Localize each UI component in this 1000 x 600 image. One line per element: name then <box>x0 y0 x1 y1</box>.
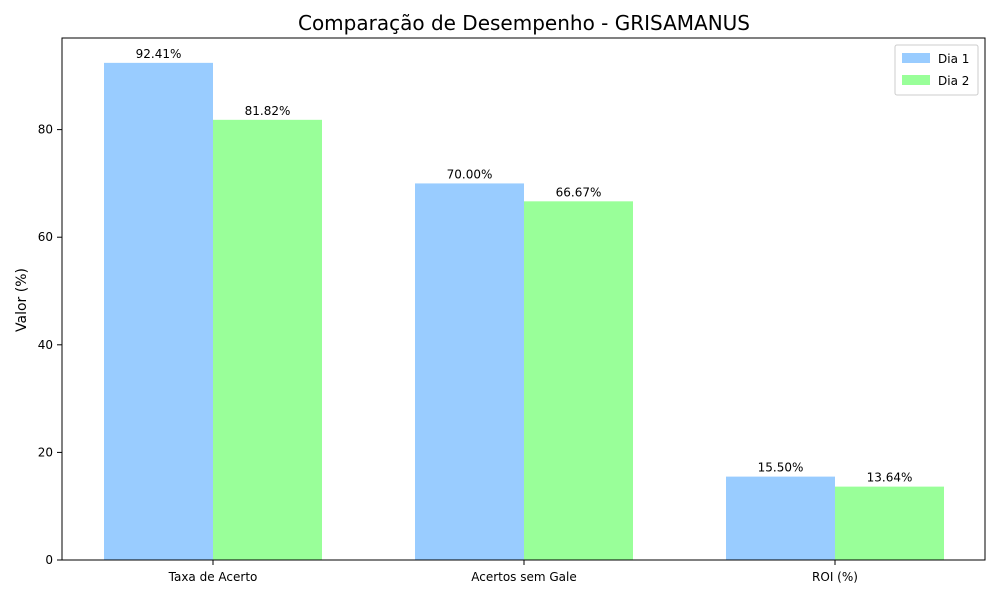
x-tick-label: ROI (%) <box>812 570 858 584</box>
data-labels-group: 92.41% 81.82% 70.00% 66.67% 15.50% 13.64% <box>136 47 913 485</box>
bar-1-1 <box>104 62 213 560</box>
x-tick-label: Acertos sem Gale <box>471 570 577 584</box>
x-tick-label: Taxa de Acerto <box>168 570 258 584</box>
bar-2-2 <box>524 201 633 560</box>
legend-swatch-2 <box>902 75 930 85</box>
plot-frame <box>61 37 986 561</box>
data-label-1-1: 92.41% <box>136 47 182 61</box>
legend-label-1: Dia 1 <box>938 52 969 66</box>
legend-swatch-1 <box>902 53 930 63</box>
data-label-2-1: 81.82% <box>245 104 291 118</box>
legend: Dia 1 Dia 2 <box>894 44 979 96</box>
y-tick-label: 60 <box>38 230 53 244</box>
y-tick-label: 0 <box>45 553 53 567</box>
y-tick-label: 20 <box>38 445 53 459</box>
y-axis-label: Valor (%) <box>14 268 30 332</box>
y-axis-ticks: 0 20 40 60 80 <box>38 123 62 567</box>
data-label-2-2: 66.67% <box>556 185 602 199</box>
y-tick-label: 40 <box>38 338 53 352</box>
bar-2-1 <box>213 119 322 560</box>
data-label-1-3: 15.50% <box>758 461 804 475</box>
chart-title: Comparação de Desempenho - GRISAMANUS <box>298 11 750 35</box>
bar-2-3 <box>835 486 944 560</box>
x-axis-ticks: Taxa de Acerto Acertos sem Gale ROI (%) <box>168 560 858 584</box>
legend-label-2: Dia 2 <box>938 74 969 88</box>
bar-1-2 <box>415 183 524 560</box>
data-label-1-2: 70.00% <box>447 167 493 181</box>
y-tick-label: 80 <box>38 123 53 137</box>
bar-1-3 <box>726 476 835 560</box>
bars-group <box>104 62 944 560</box>
data-label-2-3: 13.64% <box>867 471 913 485</box>
